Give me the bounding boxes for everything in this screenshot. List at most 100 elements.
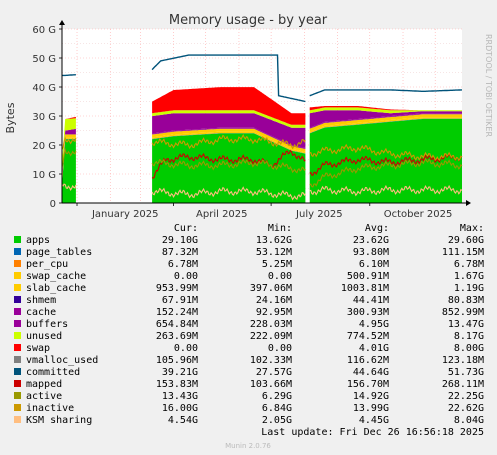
legend-header-min: Min: (268, 223, 292, 234)
legend-max: 13.47G (448, 319, 484, 330)
legend-avg: 93.80M (353, 247, 389, 258)
legend-min: 92.95M (256, 307, 292, 318)
legend-cur: 67.91M (162, 295, 198, 306)
legend-min: 2.05G (262, 415, 292, 426)
area-swap (152, 87, 306, 125)
legend-swatch (14, 356, 21, 363)
legend-name: KSM sharing (26, 415, 92, 426)
legend-avg: 4.45G (359, 415, 389, 426)
line-KSM-sharing (151, 186, 306, 201)
legend-name: unused (26, 331, 62, 342)
area-buffers (152, 113, 306, 148)
legend-avg: 156.70M (347, 379, 389, 390)
legend-name: per_cpu (26, 259, 68, 270)
line-mapped (151, 149, 306, 179)
legend-max: 268.11M (442, 379, 484, 390)
y-tick-label: 10 G (32, 170, 56, 181)
legend-name: inactive (26, 403, 74, 414)
legend-min: 397.06M (250, 283, 292, 294)
legend-swatch (14, 320, 21, 327)
legend-max: 8.17G (454, 331, 484, 342)
legend-cur: 87.32M (162, 247, 198, 258)
line-series (61, 54, 463, 201)
legend-avg: 44.41M (353, 295, 389, 306)
legend-header-cur: Cur: (174, 223, 198, 234)
area-unused (309, 107, 462, 114)
legend-min: 0.00 (268, 343, 292, 354)
rrdtool-watermark: RRDTOOL / TOBI OETIKER (484, 34, 493, 137)
legend-max: 111.15M (442, 247, 484, 258)
legend-min: 24.16M (256, 295, 292, 306)
legend-name: slab_cache (26, 283, 86, 294)
legend-avg: 23.62G (353, 235, 389, 246)
y-tick-label: 20 G (32, 141, 56, 152)
legend-swatch (14, 368, 21, 375)
line-inactive (61, 136, 77, 150)
line-committed (309, 89, 462, 97)
legend-swatch (14, 416, 21, 423)
y-axis-arrow (59, 20, 65, 25)
line-inactive (309, 143, 463, 162)
area-swap_cache (309, 117, 462, 134)
legend-name: buffers (26, 319, 68, 330)
legend-swatch (14, 236, 21, 243)
legend-min: 53.12M (256, 247, 292, 258)
legend-name: shmem (26, 295, 56, 306)
legend-cur: 16.00G (162, 403, 198, 414)
legend-max: 8.00G (454, 343, 484, 354)
last-update-text: Last update: Fri Dec 26 16:56:18 2025 (261, 427, 484, 438)
area-slab_cache (309, 114, 462, 132)
line-committed (62, 74, 76, 77)
line-active (151, 158, 306, 174)
legend-cur: 153.83M (156, 379, 198, 390)
legend-avg: 44.64G (353, 367, 389, 378)
x-tick-label: October 2025 (384, 209, 453, 220)
legend-min: 228.03M (250, 319, 292, 330)
area-unused (152, 110, 306, 128)
legend-max: 29.60G (448, 235, 484, 246)
axes: 0 10 G 20 G 30 G 40 G 50 G 60 G January 2025 Apr… (32, 20, 471, 220)
legend-cur: 654.84M (156, 319, 198, 330)
legend-cur: 0.00 (174, 343, 198, 354)
area-page_tables (309, 118, 462, 134)
legend-min: 6.84G (262, 403, 292, 414)
legend-max: 51.73G (448, 367, 484, 378)
area-swap (309, 106, 462, 111)
legend-name: cache (26, 307, 56, 318)
legend-max: 1.67G (454, 271, 484, 282)
legend-max: 22.62G (448, 403, 484, 414)
legend-swatch (14, 392, 21, 399)
y-axis-label: Bytes (4, 102, 17, 133)
legend-header-avg: Avg: (365, 223, 389, 234)
legend-min: 0.00 (268, 271, 292, 282)
legend-max: 22.25G (448, 391, 484, 402)
legend-min: 13.62G (256, 235, 292, 246)
legend-cur: 105.96M (156, 355, 198, 366)
x-tick-label: January 2025 (91, 209, 159, 220)
legend-avg: 13.99G (353, 403, 389, 414)
legend-cur: 152.24M (156, 307, 198, 318)
line-KSM-sharing (61, 183, 77, 192)
chart-title: Memory usage - by year (169, 13, 328, 28)
legend-avg: 4.01G (359, 343, 389, 354)
line-active (61, 147, 77, 168)
legend-name: active (26, 391, 62, 402)
area-buffers (309, 110, 462, 128)
legend-avg: 116.62M (347, 355, 389, 366)
legend-header-max: Max: (460, 223, 484, 234)
legend-cur: 0.00 (174, 271, 198, 282)
legend-name: committed (26, 367, 80, 378)
legend-min: 102.33M (250, 355, 292, 366)
line-committed (151, 54, 306, 103)
legend-swatch (14, 296, 21, 303)
legend-cur: 6.78M (168, 259, 198, 270)
legend-cur: 263.69M (156, 331, 198, 342)
legend-max: 80.83M (448, 295, 484, 306)
x-tick-label: April 2025 (196, 209, 247, 220)
legend-cur: 29.10G (162, 235, 198, 246)
legend-min: 27.57G (256, 367, 292, 378)
legend-max: 123.18M (442, 355, 484, 366)
area-slab_cache (152, 128, 306, 152)
legend-swatch (14, 308, 21, 315)
